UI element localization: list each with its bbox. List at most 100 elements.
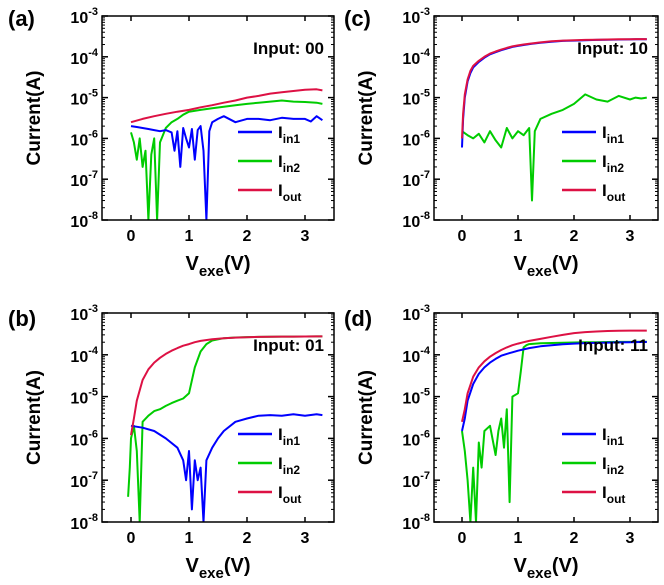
plot-frame (101, 312, 335, 523)
legend-sub: in1 (283, 434, 301, 448)
legend-main: I (602, 152, 607, 171)
legend-sub: out (607, 190, 626, 204)
y-tick-base: 10 (70, 432, 88, 449)
x-axis-label-sub: exe (199, 565, 224, 582)
x-tick-label: 3 (301, 228, 310, 245)
y-tick-exp: -3 (420, 303, 430, 315)
y-tick-base: 10 (70, 51, 88, 68)
y-tick-exp: -8 (88, 512, 98, 524)
legend-main: I (602, 123, 607, 142)
y-tick-base: 10 (402, 307, 420, 324)
legend-sub: in2 (607, 463, 625, 477)
legend-entry: Iout (278, 483, 301, 506)
y-tick-base: 10 (70, 307, 88, 324)
legend-entry: Iin1 (278, 425, 300, 448)
input-annotation: Input: 11 (578, 336, 648, 355)
y-tick-label: 10-3 (70, 6, 98, 27)
x-axis-label-tail: (V) (224, 555, 251, 577)
legend-sub: in1 (283, 132, 301, 146)
legend-entry: Iin2 (602, 152, 624, 175)
legend-main: I (278, 123, 283, 142)
y-tick-label: 10-6 (402, 128, 430, 149)
y-tick-exp: -6 (88, 428, 98, 440)
x-axis-label: Vexe(V) (185, 253, 250, 280)
x-axis-label-sub: exe (199, 263, 224, 280)
y-tick-base: 10 (70, 516, 88, 533)
x-tick-label: 2 (243, 530, 252, 547)
x-tick-label: 0 (127, 530, 136, 547)
x-tick-label: 2 (570, 228, 579, 245)
y-tick-base: 10 (70, 474, 88, 491)
y-tick-label: 10-3 (402, 6, 430, 27)
series-group (461, 329, 647, 522)
y-tick-exp: -7 (88, 470, 98, 482)
x-axis-label-tail: (V) (552, 555, 579, 577)
y-tick-exp: -5 (88, 88, 98, 100)
x-tick-label: 3 (626, 228, 635, 245)
chart-panel: (c)0 1 2 310-810-710-610-510-410-3Vexe(V)Cu… (344, 6, 659, 280)
x-tick-label: 3 (626, 530, 635, 547)
input-annotation: Input: 10 (577, 39, 648, 58)
y-tick-base: 10 (402, 349, 420, 366)
x-tick-label: 2 (570, 530, 579, 547)
y-tick-label: 10-8 (402, 512, 430, 533)
y-tick-exp: -7 (420, 470, 430, 482)
legend-sub: in2 (283, 161, 301, 175)
y-tick-base: 10 (402, 132, 420, 149)
x-tick-label: 1 (514, 228, 523, 245)
y-tick-label: 10-5 (402, 387, 430, 408)
panel-label: (c) (344, 6, 371, 31)
y-tick-label: 10-3 (70, 303, 98, 324)
series-line (130, 99, 323, 220)
y-tick-label: 10-4 (70, 47, 98, 68)
y-tick-exp: -6 (420, 428, 430, 440)
series-line (461, 341, 647, 432)
y-tick-label: 10-4 (70, 345, 98, 366)
y-tick-exp: -5 (420, 88, 430, 100)
y-tick-exp: -3 (420, 6, 430, 18)
y-tick-label: 10-7 (70, 470, 98, 491)
series-line (130, 335, 323, 436)
y-tick-base: 10 (402, 474, 420, 491)
y-tick-exp: -7 (420, 169, 430, 181)
y-tick-exp: -4 (420, 345, 431, 357)
x-axis-label: Vexe(V) (513, 253, 578, 280)
y-tick-base: 10 (402, 51, 420, 68)
legend-sub: out (283, 190, 302, 204)
y-tick-base: 10 (70, 173, 88, 190)
legend-sub: in1 (607, 132, 625, 146)
y-tick-base: 10 (402, 516, 420, 533)
y-tick-label: 10-3 (402, 303, 430, 324)
y-axis-label: Current(A) (24, 71, 45, 166)
legend-sub: out (283, 492, 302, 506)
y-tick-exp: -8 (88, 210, 98, 222)
y-tick-exp: -4 (88, 345, 99, 357)
legend-main: I (278, 181, 283, 200)
y-tick-label: 10-8 (70, 210, 98, 231)
x-axis-label-main: V (185, 555, 199, 577)
y-tick-base: 10 (70, 391, 88, 408)
panel-label: (b) (8, 306, 36, 331)
x-tick-label: 3 (301, 530, 310, 547)
y-tick-base: 10 (70, 10, 88, 27)
y-tick-exp: -5 (88, 387, 98, 399)
legend-main: I (602, 454, 607, 473)
y-tick-base: 10 (70, 92, 88, 109)
y-axis-label: Current(A) (356, 370, 377, 465)
legend-main: I (278, 454, 283, 473)
y-tick-exp: -6 (88, 128, 98, 140)
y-tick-exp: -3 (88, 303, 98, 315)
y-tick-base: 10 (70, 214, 88, 231)
chart-panel: (a)0 1 2 310-810-710-610-510-410-3Vexe(V)Cu… (8, 6, 335, 280)
x-axis-label: Vexe(V) (513, 555, 578, 582)
y-tick-label: 10-5 (70, 387, 98, 408)
y-tick-base: 10 (402, 173, 420, 190)
legend-entry: Iin1 (278, 123, 300, 146)
y-tick-base: 10 (402, 432, 420, 449)
plot-frame (433, 15, 659, 221)
x-tick-label: 1 (185, 228, 194, 245)
y-tick-label: 10-5 (70, 88, 98, 109)
legend-entry: Iin2 (278, 454, 300, 477)
chart-panel: (b)0 1 2 310-810-710-610-510-410-3Vexe(V)Cu… (8, 303, 335, 582)
